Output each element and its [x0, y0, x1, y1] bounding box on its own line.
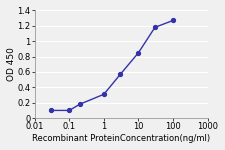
Y-axis label: OD 450: OD 450 [7, 47, 16, 81]
X-axis label: Recombinant ProteinConcentration(ng/ml): Recombinant ProteinConcentration(ng/ml) [32, 134, 210, 143]
